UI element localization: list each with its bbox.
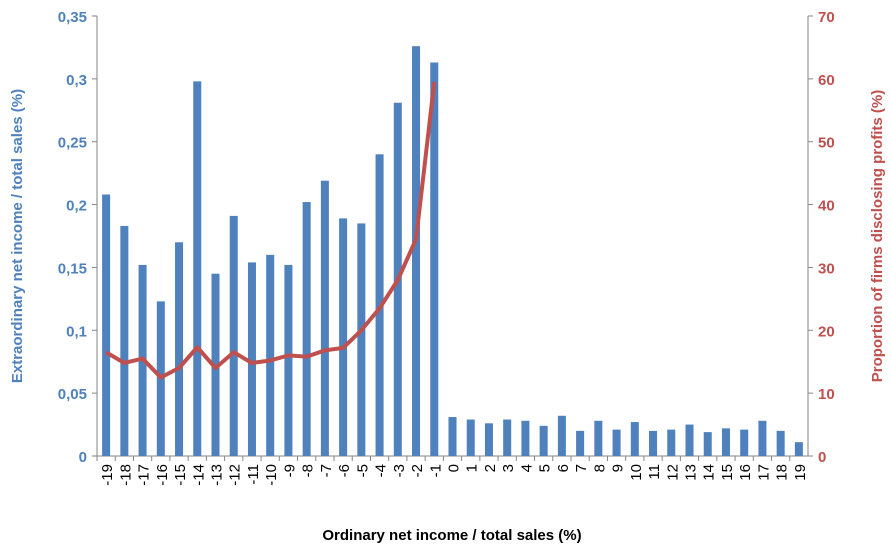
bar [776, 430, 785, 456]
x-tick-label: -17 [136, 464, 153, 486]
x-tick-label: -7 [318, 464, 335, 477]
x-tick-label: -8 [300, 464, 317, 477]
bar [576, 430, 585, 456]
bar [412, 46, 421, 457]
bar [630, 422, 639, 456]
y2-tick-label: 50 [818, 135, 835, 152]
x-tick-label: 17 [755, 464, 772, 481]
x-tick-label: 4 [518, 464, 535, 472]
bar [758, 420, 767, 456]
bar [229, 215, 238, 456]
bar [794, 442, 803, 456]
x-tick-label: 10 [628, 464, 645, 481]
x-tick-label: -16 [154, 464, 171, 486]
bar [430, 62, 439, 457]
y2-tick-label: 20 [818, 323, 835, 340]
x-tick-label: -5 [354, 464, 371, 477]
bar [102, 194, 111, 456]
y-axis-label: Extraordinary net income / total sales (… [9, 89, 26, 383]
bar [667, 429, 676, 456]
x-tick-label: 7 [573, 464, 590, 472]
y-tick-label: 0,05 [58, 386, 87, 403]
x-tick-label: -15 [172, 464, 189, 486]
x-tick-label: 18 [774, 464, 791, 481]
x-tick-label: 19 [792, 464, 809, 481]
y2-tick-label: 10 [818, 386, 835, 403]
x-tick-label: 15 [719, 464, 736, 481]
x-tick-label: 13 [683, 464, 700, 481]
bar [484, 423, 493, 456]
y-tick-label: 0 [79, 449, 87, 466]
bar [685, 424, 694, 456]
x-tick-label: -18 [117, 464, 134, 486]
bar [557, 415, 566, 456]
bar [539, 425, 548, 456]
y2-tick-label: 0 [818, 449, 826, 466]
x-tick-label: 8 [591, 464, 608, 472]
x-tick-label: -6 [336, 464, 353, 477]
y2-tick-label: 70 [818, 9, 835, 26]
bar [721, 428, 730, 456]
y-tick-label: 0,15 [58, 260, 87, 277]
x-tick-label: 6 [555, 464, 572, 472]
y2-tick-label: 60 [818, 72, 835, 89]
y-tick-label: 0,3 [66, 72, 87, 89]
y2-tick-label: 40 [818, 198, 835, 215]
bar [448, 417, 457, 456]
bar [466, 419, 475, 456]
x-tick-label: 1 [464, 464, 481, 472]
bar [120, 225, 129, 456]
x-tick-label: 11 [646, 464, 663, 480]
x-tick-label: 2 [482, 464, 499, 472]
bar [740, 429, 749, 456]
y-tick-label: 0,25 [58, 135, 87, 152]
bar [211, 273, 220, 456]
x-tick-label: -2 [409, 464, 426, 477]
x-tick-label: 14 [701, 464, 718, 481]
x-tick-label: 16 [737, 464, 754, 481]
bar [357, 223, 366, 456]
x-tick-label: -4 [373, 464, 390, 477]
y-tick-label: 0,1 [66, 323, 87, 340]
x-tick-label: -3 [391, 464, 408, 477]
x-tick-label: -19 [99, 464, 116, 486]
bar [175, 242, 184, 456]
x-axis-label: Ordinary net income / total sales (%) [322, 527, 581, 544]
x-tick-label: -14 [190, 464, 207, 486]
y-tick-label: 0,2 [66, 198, 87, 215]
y2-axis-label: Proportion of firms disclosing profits (… [869, 90, 886, 383]
x-tick-label: -11 [245, 464, 262, 485]
bar [320, 180, 329, 456]
x-tick-label: 5 [537, 464, 554, 472]
bar [284, 264, 293, 456]
x-tick-label: -10 [263, 464, 280, 486]
bar [649, 430, 658, 456]
x-tick-label: 0 [446, 464, 463, 472]
bar [521, 420, 530, 456]
x-tick-label: 3 [500, 464, 517, 472]
y-tick-label: 0,35 [58, 9, 87, 26]
x-tick-label: 12 [664, 464, 681, 481]
y2-tick-label: 30 [818, 260, 835, 277]
bar [594, 420, 603, 456]
bar [193, 81, 202, 456]
x-tick-label: -12 [227, 464, 244, 486]
x-tick-label: -9 [281, 464, 298, 477]
x-tick-label: 9 [610, 464, 627, 472]
line [105, 81, 437, 380]
bar [339, 218, 348, 456]
bar [302, 202, 311, 456]
bar [266, 254, 275, 456]
bar [703, 432, 712, 456]
bar [503, 419, 512, 456]
bar [247, 262, 256, 456]
x-tick-label: -13 [209, 464, 226, 486]
bar [612, 429, 621, 456]
x-tick-label: -1 [427, 464, 444, 477]
